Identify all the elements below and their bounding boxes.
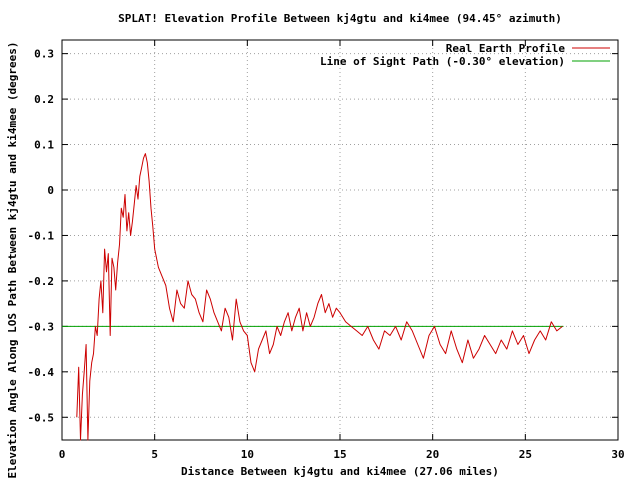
x-tick-label: 10 [241, 448, 254, 461]
y-tick-label: -0.5 [28, 411, 55, 424]
y-tick-label: 0.1 [34, 139, 54, 152]
y-tick-label: 0.3 [34, 48, 54, 61]
series-real-earth-profile [76, 153, 563, 441]
x-axis-ticks: 0 5 10 15 20 25 30 [59, 40, 625, 461]
y-tick-label: -0.1 [28, 229, 55, 242]
legend-label-real-earth-profile: Real Earth Profile [446, 42, 566, 55]
x-axis-label: Distance Between kj4gtu and ki4mee (27.0… [181, 465, 499, 478]
series-layer [62, 153, 564, 441]
x-tick-label: 5 [151, 448, 158, 461]
x-tick-label: 30 [611, 448, 624, 461]
chart-title: SPLAT! Elevation Profile Between kj4gtu … [118, 12, 562, 25]
y-tick-label: -0.3 [28, 320, 55, 333]
grid-lines [62, 40, 618, 440]
legend-label-line-of-sight: Line of Sight Path (-0.30° elevation) [320, 55, 565, 68]
y-tick-label: -0.4 [28, 366, 55, 379]
x-tick-label: 0 [59, 448, 66, 461]
legend: Real Earth Profile Line of Sight Path (-… [320, 42, 610, 68]
x-tick-label: 20 [426, 448, 439, 461]
x-tick-label: 15 [333, 448, 346, 461]
y-axis-ticks: -0.5 -0.4 -0.3 -0.2 -0.1 0 0.1 0.2 0.3 [28, 48, 618, 424]
y-tick-label: 0.2 [34, 93, 54, 106]
x-tick-label: 25 [519, 448, 532, 461]
y-tick-label: 0 [47, 184, 54, 197]
y-tick-label: -0.2 [28, 275, 55, 288]
y-axis-label: Elevation Angle Along LOS Path Between k… [6, 41, 19, 478]
